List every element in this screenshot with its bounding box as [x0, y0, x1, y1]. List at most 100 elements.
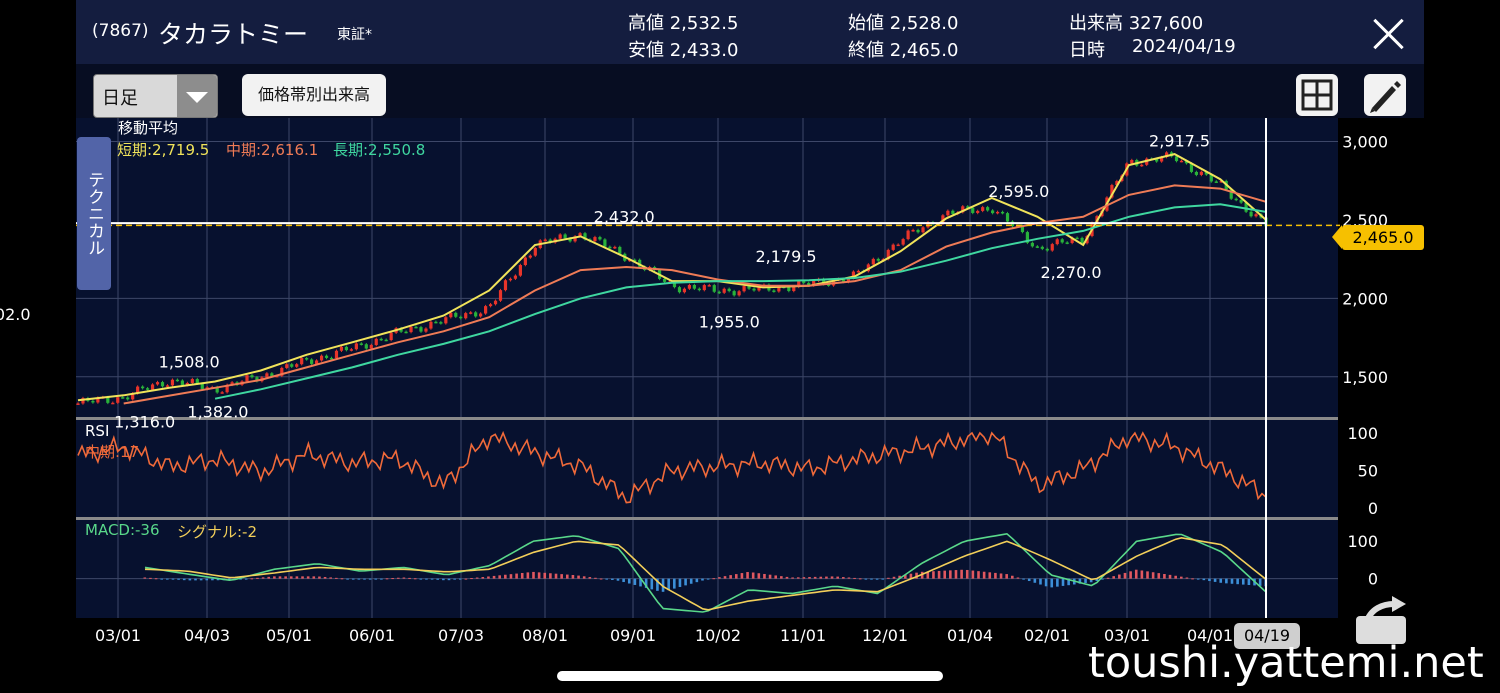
- macd-histogram-bar: [447, 578, 451, 581]
- macd-histogram-bar: [1118, 574, 1121, 579]
- technical-tab[interactable]: テクニカル: [77, 137, 111, 290]
- candle-body: [464, 313, 468, 319]
- price-annotation: 1,955.0: [699, 312, 760, 331]
- candle-body: [319, 355, 324, 361]
- candle-body: [1140, 164, 1144, 167]
- volume-by-price-button[interactable]: 価格帯別出来高: [242, 74, 386, 116]
- candle-body: [305, 358, 309, 360]
- macd-histogram-bar: [470, 578, 473, 580]
- candle-body: [548, 239, 552, 243]
- macd-histogram-bar: [842, 577, 845, 579]
- macd-histogram-bar: [577, 575, 580, 579]
- x-tick-label: 03/01: [1104, 626, 1150, 645]
- signal-legend: シグナル:-2: [177, 523, 258, 541]
- candle-body: [995, 211, 1000, 214]
- macd-histogram-bar: [582, 576, 586, 579]
- macd-histogram-bar: [999, 573, 1003, 579]
- candle-body: [822, 278, 826, 285]
- candle-body: [1254, 214, 1258, 217]
- candle-body: [170, 379, 175, 386]
- macd-histogram-bar: [644, 578, 648, 588]
- macd-histogram-bar: [402, 577, 406, 579]
- macd-histogram-bar: [949, 570, 952, 579]
- candle-body: [488, 304, 493, 307]
- candle-body: [787, 287, 791, 292]
- candle-body: [290, 364, 294, 367]
- draw-button[interactable]: [1364, 74, 1406, 116]
- candle-body: [851, 271, 856, 279]
- open-price: 始値 2,528.0: [848, 13, 959, 34]
- close-price: 終値 2,465.0: [848, 40, 959, 61]
- macd-histogram-bar: [335, 577, 338, 579]
- macd-histogram-bar: [729, 575, 732, 579]
- macd-histogram-bar: [396, 577, 400, 579]
- candle-body: [399, 328, 403, 332]
- candle-body: [190, 379, 194, 383]
- macd-histogram-bar: [565, 574, 569, 579]
- macd-histogram-bar: [870, 578, 873, 580]
- ma-legend-long: 長期:2,550.8: [333, 141, 426, 159]
- macd-histogram-bar: [391, 578, 394, 580]
- macd-histogram-bar: [1095, 578, 1099, 581]
- candle-body: [111, 402, 115, 405]
- candle-body: [513, 275, 518, 279]
- candle-body: [573, 236, 577, 242]
- candle-body: [220, 392, 224, 394]
- macd-histogram-bar: [301, 576, 304, 579]
- macd-histogram-bar: [413, 578, 417, 580]
- candle-body: [906, 230, 910, 240]
- candle-body: [697, 288, 701, 291]
- macd-histogram-bar: [712, 578, 716, 580]
- macd-histogram-bar: [1230, 578, 1234, 584]
- candle-body: [200, 383, 204, 390]
- macd-histogram-bar: [678, 578, 682, 587]
- macd-histogram-bar: [706, 578, 710, 580]
- candle-body: [1184, 160, 1189, 164]
- candle-body: [469, 312, 473, 314]
- ma-line-long: [214, 203, 1267, 400]
- candle-body: [712, 285, 716, 292]
- candle-body: [389, 332, 393, 341]
- candle-body: [692, 285, 696, 289]
- candle-body: [772, 290, 776, 292]
- macd-histogram-bar: [780, 576, 783, 579]
- macd-legend: MACD:-36: [85, 521, 160, 539]
- chevron-down-icon[interactable]: [177, 75, 217, 117]
- macd-histogram-bar: [1157, 573, 1161, 579]
- macd-histogram-bar: [1050, 578, 1054, 588]
- watermark-text: toushi.yattemi.net: [1088, 638, 1484, 688]
- macd-histogram-bar: [774, 575, 778, 579]
- macd-histogram-bar: [1033, 578, 1037, 583]
- period-select[interactable]: 日足: [93, 74, 218, 118]
- macd-histogram-bar: [1089, 578, 1093, 583]
- price-annotation: 2,432.0: [594, 208, 655, 227]
- macd-histogram-bar: [960, 569, 963, 579]
- share-button[interactable]: [1354, 594, 1408, 646]
- candle-body: [856, 270, 861, 273]
- candle-body: [1080, 237, 1084, 244]
- macd-histogram-bar: [836, 576, 839, 579]
- macd-histogram-bar: [594, 577, 597, 579]
- macd-histogram-bar: [1146, 571, 1149, 579]
- layout-grid-button[interactable]: [1296, 74, 1338, 116]
- macd-histogram-bar: [205, 578, 209, 581]
- macd-histogram-bar: [1044, 578, 1048, 587]
- macd-histogram-bar: [295, 576, 299, 579]
- macd-histogram-bar: [813, 576, 817, 579]
- macd-histogram-bar: [1225, 578, 1228, 584]
- rsi-tick-label: 0: [1368, 499, 1378, 518]
- macd-histogram-bar: [216, 578, 220, 581]
- macd-histogram-bar: [768, 574, 772, 579]
- candle-body: [424, 328, 428, 332]
- candle-body: [608, 246, 612, 249]
- macd-histogram-bar: [1067, 578, 1070, 586]
- candle-body: [280, 367, 284, 376]
- macd-histogram-bar: [1078, 578, 1082, 584]
- candle-body: [916, 229, 920, 233]
- macd-histogram-bar: [256, 577, 259, 579]
- candle-body: [742, 286, 746, 292]
- macd-histogram-bar: [650, 578, 654, 590]
- candle-body: [578, 233, 582, 237]
- candle-body: [155, 382, 160, 385]
